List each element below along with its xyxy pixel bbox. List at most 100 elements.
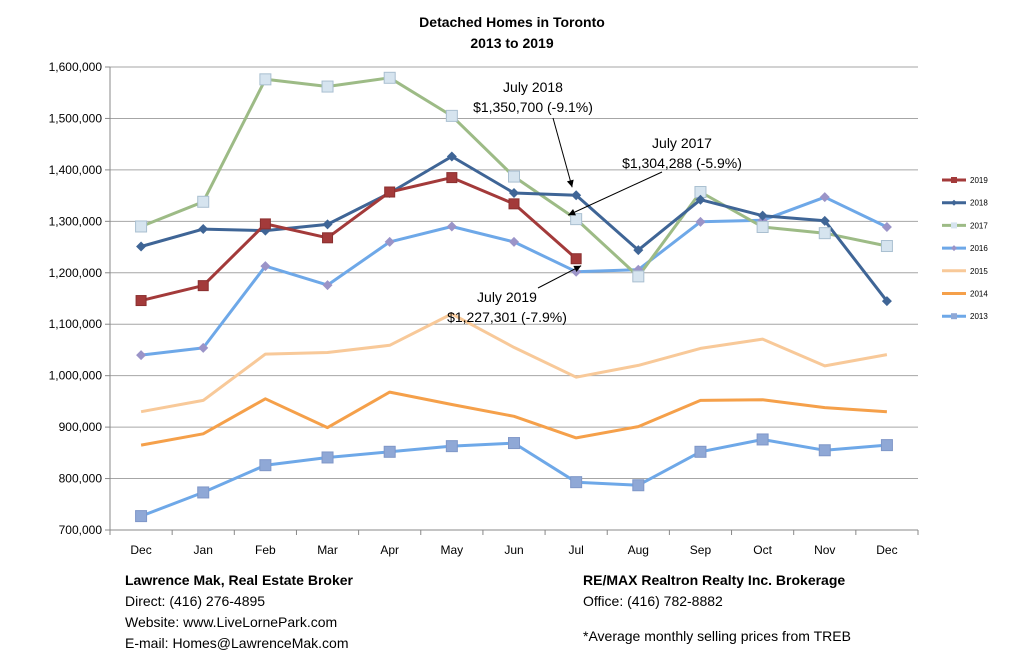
data-point-2019	[197, 280, 209, 292]
data-point-2018	[571, 190, 582, 201]
data-point-2013	[756, 433, 769, 446]
y-tick-label: 800,000	[59, 472, 103, 486]
annotation-label: July 2017	[652, 135, 712, 151]
annotation-arrow	[552, 117, 573, 188]
y-tick-label: 900,000	[59, 420, 103, 434]
data-point-2013	[321, 451, 334, 464]
data-point-2019	[508, 198, 520, 210]
data-point-2013	[570, 476, 583, 489]
legend-label: 2017	[970, 221, 988, 230]
data-point-2017	[445, 109, 458, 122]
data-point-2018	[757, 210, 768, 221]
data-point-2013	[818, 444, 831, 457]
data-point-2016	[384, 236, 395, 247]
data-point-2018	[322, 219, 333, 230]
data-point-2017	[880, 240, 893, 253]
data-point-2017	[508, 170, 520, 183]
x-tick-label: Dec	[130, 543, 151, 557]
legend-marker-2013	[951, 313, 957, 320]
data-point-2017	[632, 270, 645, 283]
data-point-2013	[880, 439, 893, 452]
annotation-value: $1,227,301 (-7.9%)	[447, 309, 567, 325]
data-point-2016	[446, 221, 457, 232]
data-point-2019	[322, 232, 334, 244]
x-tick-label: Mar	[317, 543, 338, 557]
legend-label: 2019	[970, 176, 988, 185]
data-point-2016	[136, 350, 147, 361]
data-point-2016	[260, 261, 271, 272]
data-point-2019	[384, 186, 396, 198]
data-source-note: *Average monthly selling prices from TRE…	[583, 628, 851, 644]
y-tick-label: 1,400,000	[49, 163, 103, 177]
series-line-2015	[140, 312, 888, 414]
data-point-2017	[383, 71, 396, 84]
data-point-2013	[135, 510, 148, 523]
x-tick-label: Oct	[753, 543, 772, 557]
agent-direct-phone: Direct: (416) 276-4895	[125, 593, 266, 609]
x-tick-label: Jan	[194, 543, 213, 557]
legend-marker-2017	[951, 222, 957, 229]
x-tick-label: Jun	[504, 543, 523, 557]
brokerage-block: RE/MAX Realtron Realty Inc. Brokerage Of…	[583, 570, 851, 647]
agent-email: E-mail: Homes@LawrenceMak.com	[125, 635, 349, 651]
y-tick-label: 1,100,000	[49, 317, 103, 331]
series-line-2014	[140, 390, 887, 447]
data-point-2017	[321, 80, 334, 93]
data-point-2018	[136, 241, 147, 252]
annotation-value: $1,350,700 (-9.1%)	[473, 99, 593, 115]
data-point-2018	[509, 188, 519, 199]
legend-label: 2014	[970, 290, 988, 299]
agent-contact-block: Lawrence Mak, Real Estate Broker Direct:…	[125, 570, 353, 654]
annotation-arrowhead	[573, 265, 582, 273]
chart-subtitle: 2013 to 2019	[470, 35, 554, 51]
annotation-label: July 2018	[503, 79, 563, 95]
x-tick-label: Aug	[628, 543, 649, 557]
annotation-arrow	[567, 171, 663, 216]
data-point-2018	[695, 194, 706, 205]
data-point-2018	[198, 224, 209, 235]
data-point-2016	[322, 280, 333, 291]
x-tick-label: Jul	[568, 543, 583, 557]
annotation-label: July 2019	[477, 289, 537, 305]
y-tick-label: 1,000,000	[49, 369, 103, 383]
data-point-2017	[570, 213, 583, 226]
data-point-2017	[135, 220, 148, 233]
legend-label: 2018	[970, 199, 988, 208]
data-point-2016	[819, 192, 830, 203]
data-point-2016	[881, 221, 892, 232]
annotation-arrowhead	[568, 209, 576, 216]
data-point-2016	[198, 342, 209, 353]
data-point-2019	[446, 172, 458, 184]
legend-marker-2016	[951, 245, 957, 252]
brokerage-name: RE/MAX Realtron Realty Inc. Brokerage	[583, 572, 846, 588]
data-point-2016	[509, 236, 519, 247]
data-point-2017	[197, 195, 210, 208]
data-point-2017	[756, 220, 769, 233]
x-tick-label: Sep	[690, 543, 712, 557]
brokerage-office-phone: Office: (416) 782-8882	[583, 593, 723, 609]
data-point-2019	[135, 295, 147, 307]
data-point-2013	[259, 459, 272, 472]
agent-name: Lawrence Mak, Real Estate Broker	[125, 572, 353, 588]
data-point-2018	[446, 151, 457, 162]
y-tick-label: 1,500,000	[49, 111, 103, 125]
line-chart: 700,000 800,000 900,000 1,000,000 1,100,000 1…	[49, 60, 989, 557]
series-line-2019	[140, 176, 578, 303]
data-point-2018	[881, 296, 892, 307]
data-point-2018	[633, 245, 644, 256]
legend-label: 2013	[970, 312, 988, 321]
legend-label: 2016	[970, 244, 988, 253]
data-point-2013	[694, 445, 707, 458]
x-tick-label: Dec	[876, 543, 897, 557]
data-point-2017	[259, 73, 272, 86]
y-tick-label: 1,200,000	[49, 266, 103, 280]
data-point-2013	[632, 479, 645, 492]
data-point-2018	[819, 215, 830, 226]
chart-title: Detached Homes in Toronto	[419, 14, 605, 30]
x-tick-label: May	[441, 543, 464, 557]
agent-website: Website: www.LiveLornePark.com	[125, 614, 338, 630]
series-line-2013	[140, 438, 888, 518]
annotation-arrowhead	[566, 179, 574, 188]
legend-marker-2019	[951, 177, 957, 183]
data-point-2017	[818, 227, 831, 240]
